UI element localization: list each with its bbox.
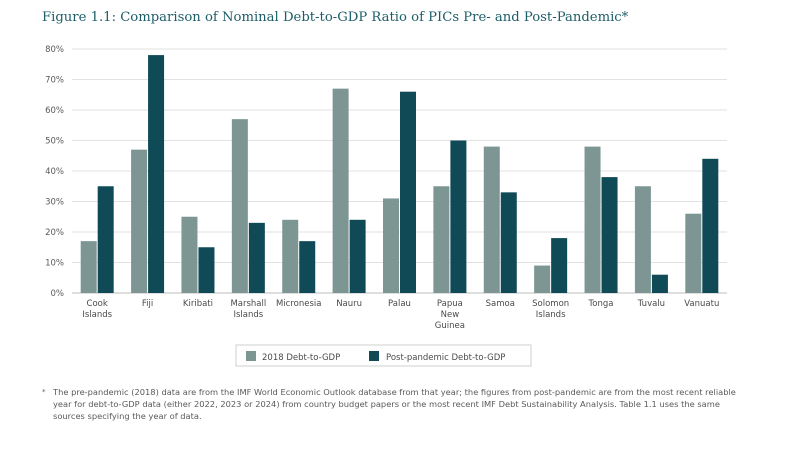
bar-2018: [685, 213, 702, 293]
y-tick-label: 80%: [45, 45, 64, 55]
x-tick-label: Samoa: [486, 299, 515, 309]
y-tick-label: 50%: [45, 137, 64, 147]
bar-2018: [433, 186, 450, 293]
bar-post-pandemic: [299, 241, 316, 293]
bar-2018: [483, 146, 500, 293]
bar-post-pandemic: [97, 186, 114, 293]
bar-2018: [282, 219, 299, 293]
legend-label: Post-pandemic Debt-to-GDP: [386, 353, 505, 363]
bar-post-pandemic: [702, 158, 719, 293]
x-tick-label: Papua New Guinea: [435, 299, 465, 331]
bar-post-pandemic: [400, 91, 416, 293]
bar-post-pandemic: [551, 238, 568, 293]
bar-2018: [80, 241, 97, 293]
bar-post-pandemic: [198, 247, 215, 293]
figure-title: Figure 1.1: Comparison of Nominal Debt-t…: [42, 10, 629, 25]
y-tick-label: 70%: [45, 76, 64, 86]
x-tick-label: Cook Islands: [82, 299, 112, 320]
bar-2018: [181, 216, 198, 293]
footnote-marker: *: [42, 388, 46, 396]
legend-label: 2018 Debt-to-GDP: [262, 353, 340, 363]
x-tick-label: Kiribati: [183, 299, 213, 309]
y-tick-label: 30%: [45, 198, 64, 208]
bar-2018: [534, 265, 551, 293]
x-tick-label: Marshall Islands: [230, 299, 266, 320]
y-tick-label: 20%: [45, 228, 64, 238]
bar-2018: [584, 146, 601, 293]
y-tick-label: 10%: [45, 259, 64, 269]
footnote-text: The pre-pandemic (2018) data are from th…: [53, 387, 736, 421]
bar-chart: 0% 10% 20% 30% 40% 50% 60% 70% 80% Cook Islands Fij…: [45, 45, 727, 367]
x-tick-label: Nauru: [336, 299, 362, 309]
x-tick-label: Palau: [388, 299, 411, 309]
bar-post-pandemic: [450, 140, 467, 293]
bar-post-pandemic: [651, 274, 668, 293]
bar-post-pandemic: [601, 177, 618, 293]
y-tick-label: 60%: [45, 106, 64, 116]
x-tick-label: Tuvalu: [637, 299, 665, 309]
x-tick-label: Vanuatu: [684, 299, 719, 309]
bar-2018: [634, 186, 651, 293]
bar-post-pandemic: [500, 192, 517, 293]
y-tick-label: 0%: [51, 289, 65, 299]
x-tick-label: Tonga: [588, 299, 614, 309]
bar-2018: [332, 88, 349, 294]
footnote: * The pre-pandemic (2018) data are from …: [42, 386, 742, 422]
y-tick-label: 40%: [45, 167, 64, 177]
bar-2018: [231, 119, 248, 294]
bar-2018: [131, 149, 148, 293]
x-tick-label: Solomon Islands: [532, 299, 569, 320]
legend-swatch: [369, 351, 379, 361]
bar-post-pandemic: [248, 222, 265, 293]
bar-post-pandemic: [148, 55, 165, 293]
legend-swatch: [246, 351, 256, 361]
x-tick-label: Micronesia: [276, 299, 322, 309]
legend-box: [235, 344, 532, 367]
bar-2018: [383, 198, 399, 293]
x-tick-label: Fiji: [142, 299, 153, 309]
bar-post-pandemic: [349, 219, 366, 293]
